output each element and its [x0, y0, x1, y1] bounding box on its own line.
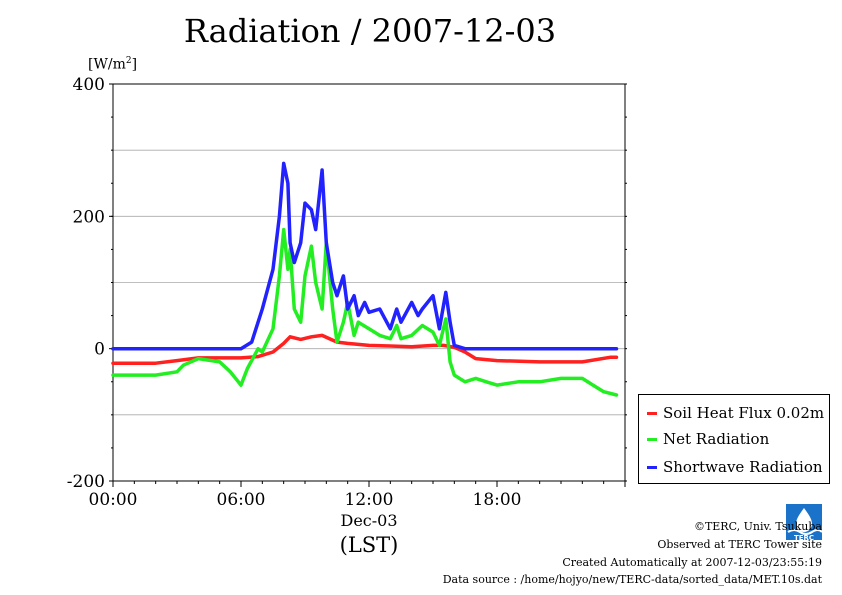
y-tick-label: -200: [67, 472, 105, 492]
legend-item-net-radiation: Net Radiation: [647, 429, 769, 449]
terc-logo-icon: TERC: [786, 504, 823, 542]
credit-source: Data source : /home/hojyo/new/TERC-data/…: [442, 573, 822, 586]
x-date-label: Dec-03: [340, 511, 397, 530]
legend-swatch-soil-heat-flux: [647, 411, 657, 415]
x-axis-label: (LST): [340, 533, 399, 557]
logo-drop-shape: [796, 508, 812, 532]
y-tick-label: 400: [73, 75, 105, 95]
x-tick-label: 12:00: [345, 490, 394, 510]
x-tick-label: 06:00: [217, 490, 266, 510]
legend-label-net-radiation: Net Radiation: [663, 430, 770, 448]
credit-created: Created Automatically at 2007-12-03/23:5…: [562, 556, 822, 569]
x-tick-label: 00:00: [89, 490, 138, 510]
legend-label-soil-heat-flux: Soil Heat Flux 0.02m: [663, 404, 825, 422]
y-axis-unit: [W/m2]: [88, 56, 138, 73]
y-tick-label: 200: [73, 207, 105, 227]
x-tick-label: 18:00: [473, 490, 522, 510]
legend-item-soil-heat-flux: Soil Heat Flux 0.02m: [647, 403, 824, 423]
legend-swatch-shortwave-radiation: [647, 465, 657, 469]
credit-observed: Observed at TERC Tower site: [657, 538, 822, 551]
legend-item-shortwave-radiation: Shortwave Radiation: [647, 457, 823, 477]
series-line-2: [111, 161, 619, 351]
series-line-0: [111, 333, 619, 365]
legend-label-shortwave-radiation: Shortwave Radiation: [663, 458, 823, 476]
credit-copyright: ©TERC, Univ. Tsukuba: [693, 520, 822, 533]
legend: Soil Heat Flux 0.02m Net Radiation Short…: [638, 394, 830, 484]
chart-title: Radiation / 2007-12-03: [183, 12, 557, 50]
y-tick-label: 0: [94, 340, 105, 360]
logo-wave-shape: [787, 529, 823, 535]
logo-text: TERC: [794, 534, 814, 542]
legend-swatch-net-radiation: [647, 437, 657, 441]
series-line-1: [111, 227, 619, 397]
